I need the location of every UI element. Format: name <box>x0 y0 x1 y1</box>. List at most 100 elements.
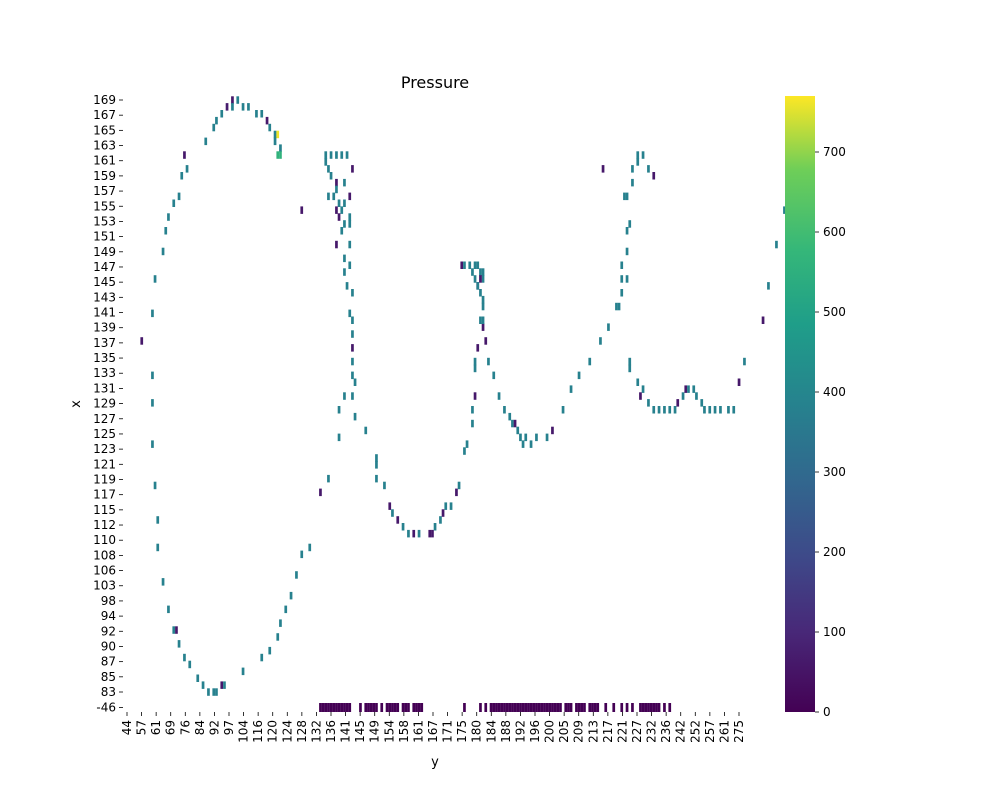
heatmap-cell <box>484 703 488 712</box>
heatmap-cell <box>351 392 354 400</box>
heatmap-cell <box>508 412 512 421</box>
x-tick-label: 69 <box>164 720 178 735</box>
heatmap-cell <box>324 703 328 712</box>
heatmap-cell <box>188 660 192 669</box>
y-tick-label: 131 <box>93 381 116 395</box>
heatmap-cell <box>351 330 354 338</box>
heatmap-cell <box>481 302 485 311</box>
heatmap-cell <box>151 399 154 407</box>
heatmap-cell <box>620 289 624 297</box>
heatmap-cell <box>649 703 653 712</box>
heatmap-cell <box>548 703 552 712</box>
heatmap-cell <box>567 703 570 712</box>
heatmap-cell <box>247 103 250 111</box>
heatmap-cell <box>761 316 765 324</box>
y-tick-label: 157 <box>93 184 116 198</box>
heatmap-cell <box>212 688 216 696</box>
heatmap-cell <box>511 419 514 428</box>
heatmap-cell <box>527 703 530 712</box>
heatmap-cell <box>476 282 480 290</box>
heatmap-cell <box>375 461 378 469</box>
heatmap-cell <box>329 151 333 159</box>
x-tick-label: 200 <box>543 720 557 743</box>
heatmap-cell <box>484 337 488 345</box>
heatmap-cell <box>324 151 328 159</box>
heatmap-cell <box>180 172 184 180</box>
x-tick-label: 92 <box>207 720 221 735</box>
heatmap-cell <box>319 488 322 497</box>
heatmap-cell <box>655 703 658 712</box>
heatmap-cell <box>620 275 624 283</box>
heatmap-cell <box>241 667 245 676</box>
heatmap-cell <box>215 116 218 125</box>
y-tick-label: 165 <box>93 123 116 137</box>
heatmap-cell <box>625 275 629 283</box>
heatmap-cell <box>329 172 333 180</box>
heatmap-cell <box>775 240 778 249</box>
heatmap-cell <box>708 406 712 414</box>
heatmap-cell <box>401 703 405 712</box>
y-tick-label: 117 <box>93 488 116 502</box>
x-tick-label: 149 <box>368 720 382 743</box>
heatmap-cell <box>647 703 650 712</box>
x-tick-label: 136 <box>324 720 338 743</box>
heatmap-cell <box>652 703 656 712</box>
x-tick-label: 275 <box>732 720 746 743</box>
heatmap-cell <box>604 703 608 712</box>
heatmap-cell <box>473 275 477 283</box>
heatmap-cell <box>703 406 706 414</box>
heatmap-cell <box>644 703 648 712</box>
heatmap-cell <box>393 703 397 712</box>
heatmap-cell <box>255 110 258 118</box>
y-tick-label: 135 <box>93 351 116 365</box>
heatmap-cell <box>351 165 354 173</box>
heatmap-cell <box>383 481 386 490</box>
heatmap-cell <box>617 302 621 311</box>
colorbar-tick-label: 400 <box>823 385 846 399</box>
heatmap-cell <box>327 703 330 712</box>
heatmap-cell <box>161 578 165 586</box>
colorbar-gradient <box>785 96 815 712</box>
x-tick-label: 184 <box>484 720 498 743</box>
heatmap-cell <box>340 227 344 235</box>
heatmap-cell <box>569 385 573 393</box>
heatmap-cell <box>364 426 368 435</box>
x-tick-label: 141 <box>339 720 353 743</box>
y-tick-label: 119 <box>93 472 116 486</box>
x-tick-label: 192 <box>513 720 527 743</box>
x-tick-label: 180 <box>470 720 484 743</box>
heatmap-cell <box>353 378 357 386</box>
heatmap-cell <box>719 406 722 414</box>
y-tick-label: 87 <box>101 655 116 669</box>
heatmap-cell <box>479 316 482 324</box>
heatmap-cell <box>612 703 616 712</box>
x-tick-label: 44 <box>120 720 134 735</box>
heatmap-cell <box>225 103 229 111</box>
heatmap-cell <box>503 406 506 414</box>
heatmap-cell <box>265 116 269 125</box>
x-tick-label: 124 <box>280 720 294 743</box>
heatmap-cell <box>351 371 354 380</box>
heatmap-cell <box>639 392 642 400</box>
y-tick-label: 149 <box>93 245 116 259</box>
heatmap-cell <box>537 703 541 712</box>
heatmap-cell <box>628 364 632 373</box>
heatmap-cell <box>479 268 482 276</box>
y-tick-label: 143 <box>93 290 116 304</box>
heatmap-cell <box>372 703 376 712</box>
heatmap-cell <box>351 316 354 324</box>
y-tick-label: 169 <box>93 93 116 107</box>
heatmap-cell <box>479 703 482 712</box>
heatmap-cell <box>345 703 349 712</box>
heatmap-cell <box>657 703 661 712</box>
heatmap-cell <box>476 344 480 352</box>
x-tick-label: 171 <box>441 720 455 743</box>
heatmap-cell <box>441 509 445 517</box>
x-tick-label: 205 <box>557 720 571 743</box>
heatmap-cell <box>337 213 341 221</box>
heatmap-cell <box>513 703 517 712</box>
x-tick-label: 154 <box>382 720 396 743</box>
heatmap-cell <box>183 653 186 662</box>
heatmap-cell <box>599 337 602 345</box>
heatmap-cell <box>623 192 626 201</box>
